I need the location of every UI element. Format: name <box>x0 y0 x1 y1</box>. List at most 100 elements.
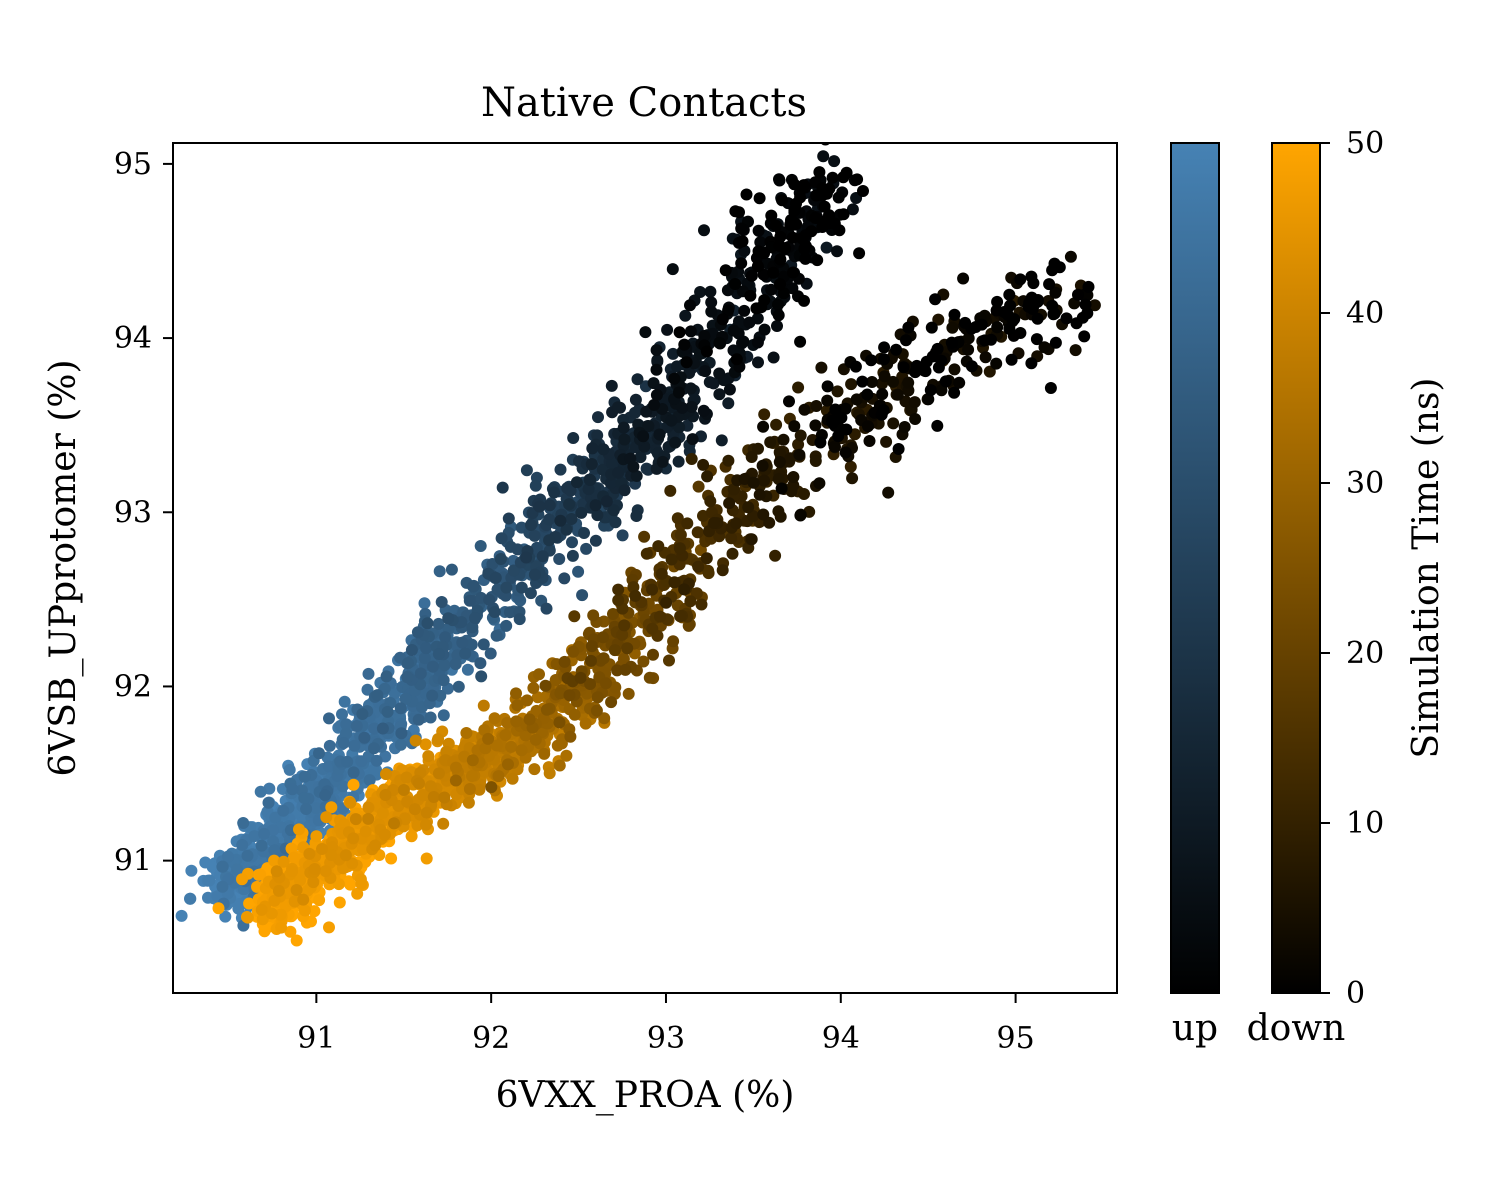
scatter-point <box>719 264 732 277</box>
scatter-point <box>856 375 869 388</box>
scatter-point <box>370 754 383 767</box>
scatter-point <box>418 597 431 610</box>
scatter-point <box>592 411 604 424</box>
y-axis-ticks: 91 92 93 94 95 <box>114 147 173 879</box>
scatter-point <box>826 416 839 429</box>
scatter-point <box>637 430 650 443</box>
scatter-point <box>850 393 863 406</box>
scatter-point <box>500 619 513 632</box>
scatter-point <box>377 806 389 819</box>
scatter-point <box>665 553 678 566</box>
scatter-point <box>822 217 835 230</box>
scatter-point <box>269 811 282 824</box>
scatter-point <box>750 302 763 315</box>
scatter-point <box>745 269 758 282</box>
scatter-point <box>756 459 769 472</box>
scatter-point <box>690 587 703 600</box>
scatter-point <box>612 466 625 479</box>
scatter-point <box>350 720 363 732</box>
scatter-point <box>482 732 495 745</box>
scatter-point <box>325 801 338 814</box>
scatter-point <box>667 635 680 648</box>
scatter-point <box>668 372 681 385</box>
scatter-point <box>758 408 771 421</box>
scatter-point <box>530 704 543 717</box>
scatter-point <box>586 442 599 455</box>
scatter-point <box>735 257 748 270</box>
scatter-point <box>946 321 959 334</box>
scatter-point <box>794 429 807 442</box>
scatter-point <box>774 253 787 266</box>
scatter-point <box>646 583 659 596</box>
scatter-point <box>878 370 891 383</box>
scatter-point <box>527 682 540 694</box>
x-tick-label: 92 <box>472 1021 510 1056</box>
scatter-point <box>773 174 786 187</box>
scatter-point <box>308 905 321 918</box>
scatter-point <box>582 483 595 496</box>
scatter-point <box>767 351 780 364</box>
scatter-point <box>175 909 188 922</box>
scatter-point <box>704 285 717 298</box>
scatter-point <box>630 510 643 522</box>
scatter-point <box>501 716 514 729</box>
scatter-point <box>414 667 427 680</box>
scatter-point <box>653 428 666 441</box>
y-tick-label: 95 <box>114 147 152 182</box>
scatter-point <box>691 526 704 539</box>
scatter-point <box>908 396 921 409</box>
scatter-point <box>459 647 472 660</box>
scatter-point <box>745 451 758 463</box>
scatter-point <box>809 455 822 467</box>
x-tick-label: 94 <box>822 1021 860 1056</box>
scatter-point <box>704 495 717 508</box>
scatter-point <box>736 235 749 248</box>
scatter-point <box>543 499 556 512</box>
scatter-point <box>813 166 826 179</box>
scatter-point <box>267 835 280 848</box>
scatter-point <box>554 687 567 700</box>
scatter-point <box>605 379 618 392</box>
scatter-point <box>394 738 407 751</box>
scatter-point <box>890 343 903 356</box>
scatter-point <box>1014 273 1027 286</box>
scatter-point <box>844 460 857 473</box>
scatter-point <box>813 477 826 490</box>
scatter-point <box>347 832 360 845</box>
scatter-point <box>371 689 384 702</box>
scatter-point <box>460 727 473 739</box>
scatter-point <box>757 420 770 433</box>
scatter-point <box>634 451 647 464</box>
scatter-point <box>926 350 939 363</box>
scatter-point <box>983 365 996 378</box>
scatter-point <box>684 382 697 395</box>
scatter-point <box>426 660 439 673</box>
scatter-point <box>395 727 408 740</box>
scatter-point <box>932 361 945 374</box>
scatter-point <box>591 429 604 442</box>
scatter-point <box>231 863 244 876</box>
scatter-point <box>348 739 361 752</box>
scatter-point <box>752 356 764 369</box>
scatter-point <box>809 212 822 224</box>
scatter-point <box>897 361 910 374</box>
scatter-point <box>566 549 579 562</box>
scatter-point <box>461 663 474 676</box>
scatter-point <box>303 847 316 860</box>
scatter-point <box>647 648 659 661</box>
scatter-point <box>878 353 890 366</box>
scatter-point <box>660 596 673 609</box>
x-axis-ticks: 91 92 93 94 95 <box>297 993 1035 1056</box>
scatter-point <box>538 747 551 760</box>
scatter-point <box>356 708 369 720</box>
scatter-point <box>579 717 592 730</box>
scatter-point <box>1064 250 1077 263</box>
scatter-point <box>793 448 806 461</box>
scatter-point <box>380 670 393 683</box>
scatter-point <box>286 783 299 796</box>
scatter-point <box>990 357 1003 370</box>
scatter-point <box>388 817 400 830</box>
scatter-point <box>664 484 677 497</box>
x-tick-label: 91 <box>297 1021 335 1056</box>
scatter-point <box>529 733 542 746</box>
